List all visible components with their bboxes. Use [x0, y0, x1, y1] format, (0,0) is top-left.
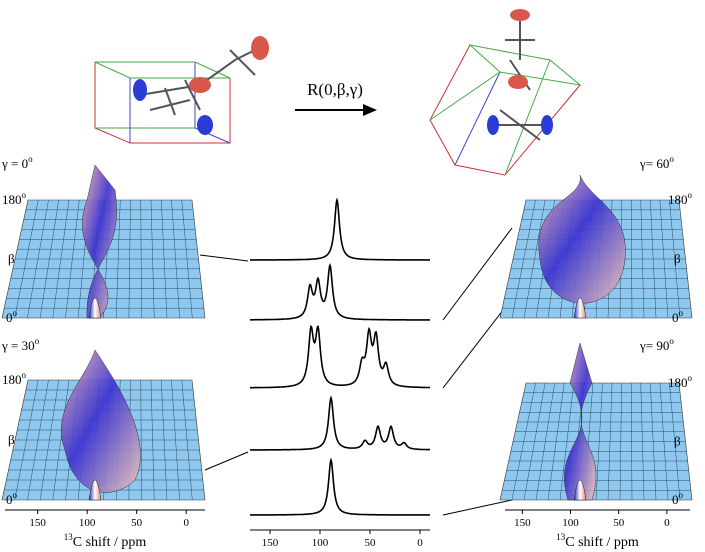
- x-axis-label-text: C shift / ppm: [73, 535, 147, 550]
- beta-min-label-text: 0: [6, 492, 13, 507]
- beta-max-label-sup: o: [688, 190, 693, 200]
- x-tick-label: 50: [131, 517, 143, 529]
- beta-label: β: [8, 251, 15, 266]
- beta-min-label-sup: o: [13, 490, 18, 500]
- beta-min-label: 0o: [6, 308, 18, 325]
- spectrum-trace: [250, 395, 431, 451]
- surface-ridge: [82, 164, 117, 319]
- beta-min-label-text: 0: [6, 310, 13, 325]
- surface-ridge: [88, 297, 102, 319]
- gamma-label-text: γ = 30: [1, 338, 35, 353]
- beta-max-label-sup: o: [22, 190, 27, 200]
- molecule-right: [429, 9, 582, 176]
- beta-max-label: 180o: [2, 370, 27, 387]
- surface-ridge: [564, 342, 597, 501]
- beta-max-label: 180o: [668, 373, 693, 390]
- beta-label: β: [674, 251, 681, 266]
- spectrum-trace: [250, 324, 430, 389]
- x-tick-label: 50: [365, 537, 377, 549]
- beta-min-label-text: 0: [672, 492, 679, 507]
- x-tick-label: 100: [312, 537, 329, 549]
- gamma-label: γ = 30o: [1, 336, 40, 353]
- gamma-label-sup: o: [669, 336, 674, 346]
- surface-ridge: [538, 174, 626, 304]
- gamma-label-text: γ= 60: [639, 156, 669, 171]
- beta-max-label-sup: o: [688, 373, 693, 383]
- surface-ridge: [88, 479, 102, 501]
- beta-min-label: 0o: [672, 308, 684, 325]
- x-tick-label: 0: [183, 517, 189, 529]
- gamma-label-text: γ = 0: [1, 156, 28, 171]
- gamma-label-sup: o: [28, 154, 33, 164]
- beta-label: β: [8, 432, 15, 447]
- gamma-label-sup: o: [669, 154, 674, 164]
- gamma-label-text: γ= 90: [639, 338, 669, 353]
- gamma-label: γ= 90o: [639, 336, 674, 353]
- gamma-label: γ = 0o: [1, 154, 33, 171]
- molecule-left: [94, 36, 269, 144]
- x-tick-label: 150: [29, 517, 46, 529]
- x-axis-label: 13C shift / ppm: [556, 532, 639, 550]
- beta-min-label-sup: o: [679, 490, 684, 500]
- x-tick-label: 100: [79, 517, 96, 529]
- beta-min-label-sup: o: [679, 308, 684, 318]
- beta-label: β: [674, 434, 681, 449]
- x-tick-label: 150: [514, 517, 531, 529]
- gamma-label-sup: o: [35, 336, 40, 346]
- surface-ridge: [573, 297, 587, 319]
- x-axis-label-sup: 13: [556, 532, 566, 542]
- beta-max-label-sup: o: [22, 370, 27, 380]
- beta-max-label-text: 180: [668, 375, 688, 390]
- x-tick-label: 0: [664, 517, 670, 529]
- surface-ridge: [61, 349, 141, 493]
- beta-max-label: 180o: [668, 190, 693, 207]
- beta-min-label: 0o: [6, 490, 18, 507]
- connectors: [199, 227, 521, 516]
- arrow-label: R(0,β,γ): [307, 80, 363, 99]
- x-tick-label: 100: [562, 517, 579, 529]
- beta-min-label-sup: o: [13, 308, 18, 318]
- beta-min-label: 0o: [672, 490, 684, 507]
- beta-max-label-text: 180: [668, 192, 688, 207]
- beta-max-label: 180o: [2, 190, 27, 207]
- beta-max-label-text: 180: [2, 372, 22, 387]
- beta-max-label-text: 180: [2, 192, 22, 207]
- spectrum-trace: [250, 262, 430, 321]
- spectrum-trace: [250, 457, 430, 516]
- surface-ridge: [573, 479, 587, 501]
- x-axis-label-text: C shift / ppm: [565, 535, 639, 550]
- x-tick-label: 50: [613, 517, 625, 529]
- x-tick-label: 150: [262, 537, 279, 549]
- x-tick-label: 0: [417, 537, 423, 549]
- x-axis-label: 13C shift / ppm: [64, 532, 147, 550]
- x-axis-label-sup: 13: [64, 532, 74, 542]
- gamma-label: γ= 60o: [639, 154, 674, 171]
- spectrum-trace: [250, 197, 430, 261]
- beta-min-label-text: 0: [672, 310, 679, 325]
